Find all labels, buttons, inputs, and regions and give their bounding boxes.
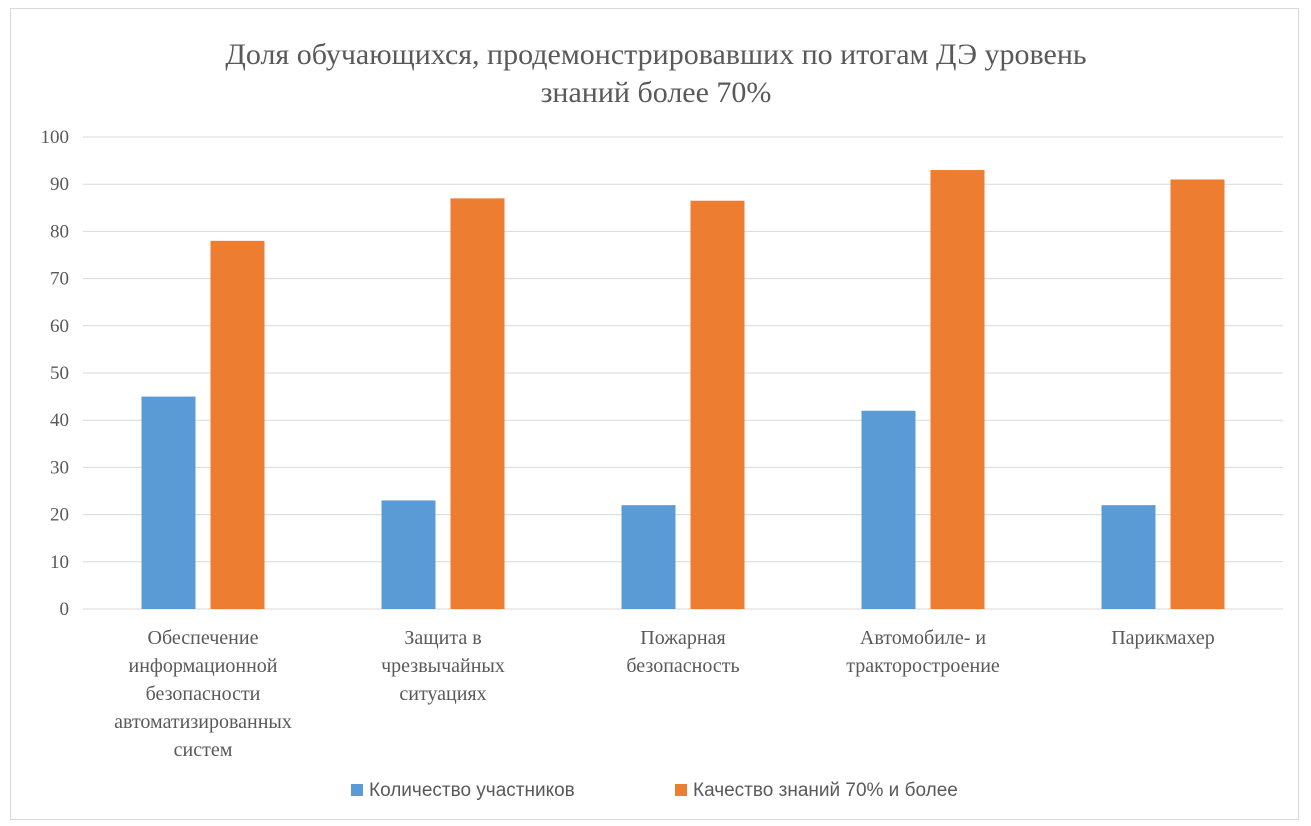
y-tick-label: 60: [50, 316, 69, 337]
y-tick-label: 70: [50, 269, 69, 290]
x-category-label: безопасности: [146, 683, 261, 705]
x-category-label: систем: [174, 739, 233, 761]
bar-series-2-cat-2: [450, 198, 505, 610]
x-category-label: информационной: [129, 655, 278, 677]
chart-title-line-1: Доля обучающихся, продемонстрировавших п…: [225, 38, 1086, 71]
bar-series-2-cat-3: [690, 200, 745, 609]
bar-series-1-cat-2: [381, 500, 436, 609]
legend-label-1: Количество участников: [369, 780, 575, 801]
y-tick-label: 20: [50, 505, 69, 526]
chart-title: Доля обучающихся, продемонстрировавших п…: [225, 38, 1086, 109]
bar-series-1-cat-4: [861, 410, 916, 609]
legend: Количество участников Качество знаний 70%…: [351, 780, 958, 801]
y-tick-label: 90: [50, 174, 69, 195]
bar-series-1-cat-1: [141, 396, 196, 609]
x-category-label: Пожарная: [640, 627, 725, 649]
x-category-label: Обеспечение: [148, 627, 259, 649]
bar-series-1-cat-3: [621, 505, 676, 609]
y-gridlines: [83, 136, 1283, 610]
y-tick-label: 50: [50, 363, 69, 384]
bar-chart: Доля обучающихся, продемонстрировавших п…: [41, 38, 1283, 801]
legend-swatch-2: [675, 784, 687, 796]
y-tick-label: 80: [50, 221, 69, 242]
chart-title-line-2: знаний более 70%: [541, 76, 772, 109]
x-category-label: безопасность: [626, 655, 739, 677]
bar-series-1-cat-5: [1101, 505, 1156, 609]
x-category-label: ситуациях: [399, 683, 486, 705]
y-tick-label: 100: [41, 127, 70, 148]
y-tick-label: 30: [50, 457, 69, 478]
x-axis-categories: Обеспечение информационной безопасности авт…: [114, 627, 1215, 761]
bar-series-2-cat-5: [1170, 179, 1225, 610]
y-tick-label: 10: [50, 552, 69, 573]
x-category-label: чрезвычайных: [381, 655, 505, 677]
legend-swatch-1: [351, 784, 363, 796]
legend-label-2: Качество знаний 70% и более: [693, 780, 958, 801]
x-category-label: Парикмахер: [1111, 627, 1215, 649]
y-tick-label: 40: [50, 410, 69, 431]
x-category-label: автоматизированных: [114, 711, 292, 733]
bars: [141, 170, 1225, 610]
x-category-label: Автомобиле- и: [860, 627, 987, 649]
bar-series-2-cat-4: [930, 170, 985, 610]
y-axis-ticks: 0 10 20 30 40 50 60 70 80 90 100: [41, 127, 70, 620]
x-category-label: Защита в: [404, 627, 481, 649]
x-category-label: тракторостроение: [846, 655, 1000, 677]
chart-frame: Доля обучающихся, продемонстрировавших п…: [10, 8, 1299, 820]
bar-series-2-cat-1: [210, 240, 265, 609]
y-tick-label: 0: [60, 599, 70, 620]
